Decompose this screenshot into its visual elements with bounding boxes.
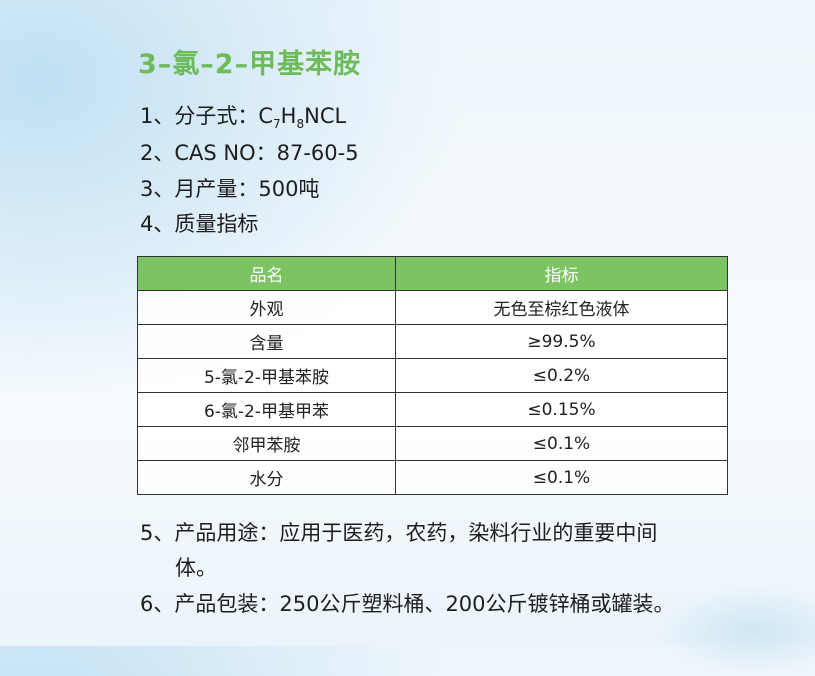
cell-spec: 无色至棕红色液体	[395, 290, 728, 325]
formula-h: H	[280, 104, 297, 128]
formula-sub-h: 8	[296, 117, 305, 131]
cell-name: 含量	[137, 324, 396, 359]
table-row: 邻甲苯胺 ≤0.1%	[137, 426, 728, 461]
cell-name: 5-氯-2-甲基苯胺	[137, 358, 396, 393]
usage-line: 5、产品用途：应用于医药，农药，染料行业的重要中间	[140, 521, 658, 545]
page-title: 3–氯–2–甲基苯胺	[138, 49, 362, 80]
formula-suffix: NCL	[304, 104, 347, 128]
table-row: 6-氯-2-甲基甲苯 ≤0.15%	[137, 392, 728, 427]
cell-name: 外观	[137, 290, 396, 325]
quality-line: 4、质量指标	[140, 212, 259, 236]
formula-line: 1、分子式：C7H8NCL	[140, 100, 346, 131]
output-line: 3、月产量：500吨	[140, 177, 320, 201]
cell-name: 邻甲苯胺	[137, 426, 396, 461]
header-name: 品名	[137, 256, 396, 291]
formula-sub-c: 7	[273, 117, 281, 131]
cell-spec: ≤0.2%	[395, 358, 728, 393]
quality-table: 品名 指标 外观 无色至棕红色液体 含量 ≥99.5% 5-氯-2-甲基苯胺 ≤0.2%…	[137, 256, 728, 495]
cell-spec: ≤0.1%	[395, 460, 728, 495]
cell-name: 水分	[137, 460, 396, 495]
usage-line-continued: 体。	[175, 556, 217, 580]
background-decoration	[655, 586, 815, 676]
packaging-line: 6、产品包装：250公斤塑料桶、200公斤镀锌桶或罐装。	[140, 592, 675, 616]
cell-name: 6-氯-2-甲基甲苯	[137, 392, 396, 427]
formula-prefix: 1、分子式：C	[140, 104, 274, 128]
table-row: 含量 ≥99.5%	[137, 324, 728, 359]
table-header-row: 品名 指标	[137, 256, 728, 291]
table-row: 5-氯-2-甲基苯胺 ≤0.2%	[137, 358, 728, 393]
table-row: 外观 无色至棕红色液体	[137, 290, 728, 325]
cell-spec: ≥99.5%	[395, 324, 728, 359]
cell-spec: ≤0.15%	[395, 392, 728, 427]
cell-spec: ≤0.1%	[395, 426, 728, 461]
table-row: 水分 ≤0.1%	[137, 460, 728, 495]
header-spec: 指标	[395, 256, 728, 291]
cas-line: 2、CAS NO：87-60-5	[140, 141, 359, 165]
